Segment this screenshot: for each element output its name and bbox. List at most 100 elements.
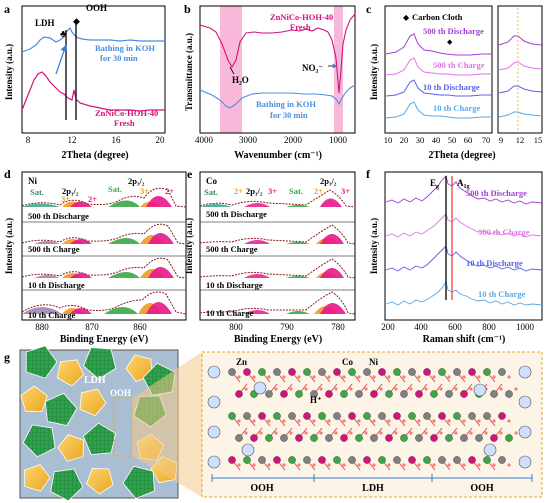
lattice-atom: [243, 412, 251, 420]
label-f-1: 500 th Charge: [478, 227, 530, 237]
lattice-atom: [468, 456, 476, 464]
ylabel-e: Intensity (a.u.): [184, 218, 194, 274]
zoom-c-500c: [498, 61, 543, 71]
oxygen-atom: [364, 431, 368, 435]
oxygen-atom: [402, 375, 406, 379]
tick-c-0: 10: [384, 135, 393, 145]
eg-label: Eg: [430, 178, 439, 190]
ox2b-e: 2+: [314, 186, 323, 196]
panel-b: b ZnNiCo-HOH-40 Fresh H₂O NO₃⁻ Bathing i…: [184, 2, 356, 161]
lattice-atom: [483, 456, 491, 464]
oxygen-atom: [462, 463, 466, 467]
oxygen-atom: [409, 431, 413, 435]
lattice-atom: [505, 434, 513, 442]
plot-frame-e: [199, 171, 356, 321]
lattice-atom: [295, 434, 303, 442]
electrolyte-ion: [241, 443, 255, 457]
oxygen-atom: [327, 375, 331, 379]
tick-cz-0: 9: [499, 135, 503, 145]
curve-c-500d: [385, 33, 492, 56]
oxygen-atom: [514, 431, 518, 435]
lattice-atom: [438, 412, 446, 420]
oxygen-atom: [507, 375, 511, 379]
lattice-atom: [348, 456, 356, 464]
bottom-label-ldh: LDH: [362, 483, 384, 494]
lattice-atom: [453, 456, 461, 464]
lattice-atom: [243, 368, 251, 376]
tick-f-1: 400: [414, 322, 428, 332]
oxygen-atom: [447, 419, 451, 423]
lattice-atom: [318, 412, 326, 420]
oxygen-atom: [484, 431, 488, 435]
xlabel-a: 2Theta (degree): [61, 150, 128, 161]
electrolyte-ion: [518, 365, 532, 379]
ox2b-d: 2+: [165, 186, 174, 196]
tick-c-4: 50: [448, 135, 457, 145]
oxygen-atom: [432, 419, 436, 423]
plot-frame-b: [199, 5, 356, 134]
tick-d-1: 870: [85, 322, 99, 332]
xticks-e: 800 790 780: [229, 322, 345, 332]
label-e-2: 10 th Discharge: [206, 280, 263, 290]
lattice-atom: [445, 390, 453, 398]
tick-d-2: 860: [133, 322, 147, 332]
lattice-atom: [408, 456, 416, 464]
lattice-atom: [243, 456, 251, 464]
oxygen-atom: [237, 463, 241, 467]
sat-label-d1: Sat.: [30, 187, 44, 197]
ox3b-d: 3+: [140, 186, 149, 196]
lattice-atom: [393, 368, 401, 376]
lattice-atom: [453, 368, 461, 376]
ni-label-g: Ni: [369, 357, 378, 367]
bottom-label-ooh-right: OOH: [470, 483, 494, 494]
lattice-atom: [468, 368, 476, 376]
a1g-sub: 1g: [464, 184, 470, 190]
sat-label-d2: Sat.: [108, 184, 122, 194]
tick-a-3: 20: [156, 135, 166, 145]
lattice-atom: [310, 434, 318, 442]
oxygen-atom: [424, 431, 428, 435]
oxygen-atom: [319, 387, 323, 391]
co-label-g: Co: [342, 357, 353, 367]
oxygen-atom: [252, 375, 256, 379]
oxygen-atom: [394, 431, 398, 435]
tick-c-3: 40: [432, 135, 441, 145]
oxygen-atom: [477, 419, 481, 423]
oxygen-atom: [282, 375, 286, 379]
lattice-atom: [288, 412, 296, 420]
bathing-label-b-2: for 30 min: [270, 110, 308, 120]
lattice-atom: [430, 390, 438, 398]
ldh-plate: [122, 465, 155, 499]
xps-e-stack: 500 th Discharge 500 th Charge 10 th Dis…: [199, 189, 356, 318]
panel-f: f Eg A1g 500 th Discharge 500 th Charge …: [366, 167, 543, 345]
label-c-2: 10 th Discharge: [423, 82, 480, 92]
hplus-label: H⁺: [310, 395, 322, 405]
lattice-atom: [498, 412, 506, 420]
fresh-label-a-1: ZnNiCo-HOH-40: [95, 108, 158, 118]
ooh-label-g: OOH: [110, 388, 131, 398]
ylabel-d: Intensity (a.u.): [4, 218, 14, 274]
lattice-atom: [280, 434, 288, 442]
oxygen-atom: [372, 463, 376, 467]
oxygen-atom: [334, 431, 338, 435]
plot-frame-c-zoom: [497, 5, 543, 134]
tick-a-2: 16: [112, 135, 122, 145]
panel-letter-b: b: [184, 2, 191, 16]
ldh-plate: [22, 424, 56, 458]
lattice-atom: [445, 434, 453, 442]
oxygen-atom: [342, 375, 346, 379]
oxygen-atom: [364, 387, 368, 391]
sat-label-e1: Sat.: [204, 187, 218, 197]
bathing-label-a-2: for 30 min: [100, 53, 138, 63]
p12-label-e: 2p₁/₂: [246, 186, 263, 196]
ooh-plate: [56, 359, 85, 387]
lattice-atom: [340, 434, 348, 442]
no3-label: NO₃⁻: [302, 63, 323, 73]
oxygen-atom: [259, 431, 263, 435]
oxygen-atom: [357, 375, 361, 379]
curve-f-500c: [385, 213, 543, 238]
ox2a-e: 2+: [234, 186, 243, 196]
lattice-atom: [303, 412, 311, 420]
xticks-b: 4000 3000 2000 1000: [195, 135, 348, 145]
plot-frame-d: [21, 171, 187, 321]
